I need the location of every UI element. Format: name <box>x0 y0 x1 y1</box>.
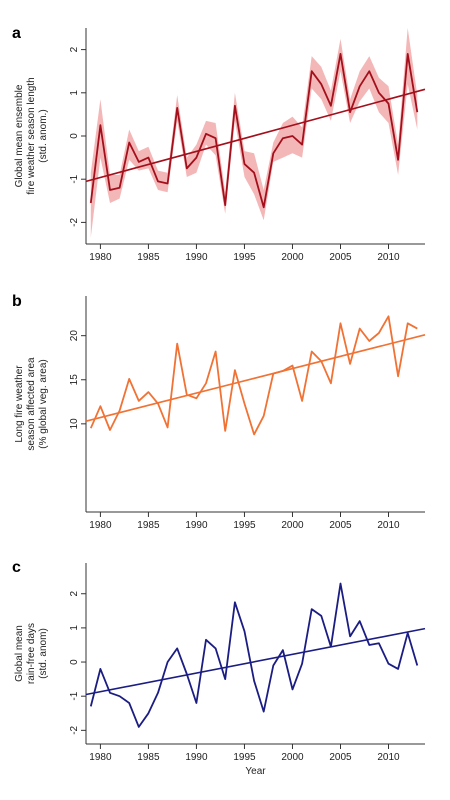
y-axis-title: Global mean ensemble <box>14 84 25 187</box>
x-tick-label: 1995 <box>233 252 256 263</box>
x-tick-label: 2000 <box>281 752 304 763</box>
x-tick-label: 1990 <box>185 252 208 263</box>
y-tick-label: 10 <box>69 418 80 430</box>
y-axis-title: (std. anom) <box>38 628 49 679</box>
y-tick-label: 1 <box>69 90 80 96</box>
y-tick-label: -2 <box>69 725 80 734</box>
x-tick-label: 1990 <box>185 520 208 531</box>
panel-letter: b <box>12 293 22 310</box>
y-tick-label: 2 <box>69 591 80 597</box>
y-tick-label: 15 <box>69 374 80 386</box>
y-axis-title: Global mean <box>14 625 25 682</box>
x-tick-label: 1980 <box>89 752 112 763</box>
x-tick-label: 2010 <box>377 752 400 763</box>
x-tick-label: 2005 <box>329 752 352 763</box>
x-tick-label: 1985 <box>137 752 160 763</box>
y-tick-label: -1 <box>69 691 80 700</box>
y-tick-label: 2 <box>69 46 80 52</box>
series-line <box>89 53 419 209</box>
x-tick-label: 1995 <box>233 752 256 763</box>
x-tick-label: 2000 <box>281 252 304 263</box>
y-axis-title: season affected area <box>26 357 37 451</box>
trend-line <box>85 627 426 696</box>
y-axis-title: rain-free days <box>26 623 37 684</box>
series-line <box>89 315 418 436</box>
panel-a: a -2 -1 0 1 2 1980 1985 1990 1995 2000 2005 2010 Glob… <box>12 25 426 263</box>
y-tick-label: 1 <box>69 625 80 631</box>
x-axis-title: Year <box>245 766 266 777</box>
x-tick-label: 2010 <box>377 252 400 263</box>
x-tick-label: 2005 <box>329 252 352 263</box>
uncertainty-band <box>90 28 418 238</box>
x-tick-label: 1985 <box>137 252 160 263</box>
y-tick-label: -2 <box>69 218 80 227</box>
panel-letter: c <box>12 559 21 576</box>
x-tick-label: 1980 <box>89 520 112 531</box>
y-tick-label: 20 <box>69 330 80 342</box>
panel-letter: a <box>12 25 21 42</box>
x-tick-label: 2000 <box>281 520 304 531</box>
y-axis-title: (std. anom.) <box>38 109 49 162</box>
x-tick-label: 1985 <box>137 520 160 531</box>
trend-line <box>85 334 426 422</box>
y-tick-label: -1 <box>69 174 80 183</box>
x-tick-label: 1995 <box>233 520 256 531</box>
trend-line <box>85 88 426 183</box>
x-tick-label: 2005 <box>329 520 352 531</box>
panel-b: b 10 15 20 1980 1985 1990 1995 2000 2005 2010 Long … <box>12 293 426 531</box>
y-tick-label: 0 <box>69 659 80 665</box>
panel-c: c -2 -1 0 1 2 1980 1985 1990 1995 2000 2005 2010 Glob… <box>12 559 426 777</box>
series-line <box>89 582 419 728</box>
y-axis-title: (% global veg. area) <box>38 359 49 449</box>
y-tick-label: 0 <box>69 133 80 139</box>
y-axis-title: fire weather season length <box>26 77 37 194</box>
x-tick-label: 2010 <box>377 520 400 531</box>
y-axis-title: Long fire weather <box>14 365 25 443</box>
x-tick-label: 1980 <box>89 252 112 263</box>
x-tick-label: 1990 <box>185 752 208 763</box>
